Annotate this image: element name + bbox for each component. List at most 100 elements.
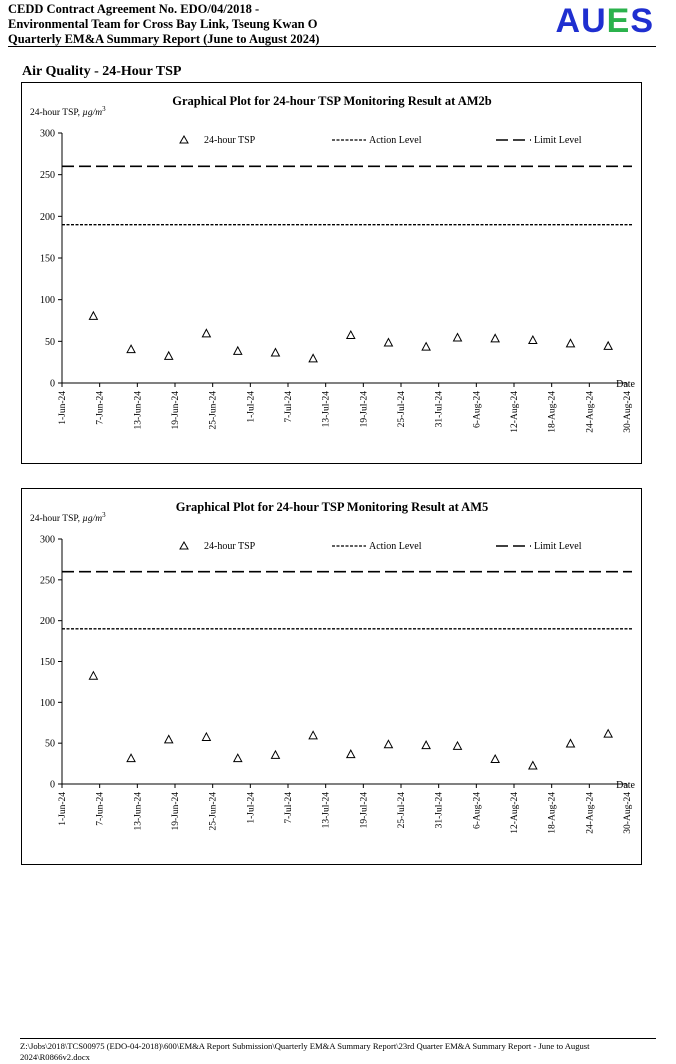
header-rule <box>8 46 656 47</box>
data-point <box>421 740 431 750</box>
y-axis-label: 24-hour TSP, µg/m3 <box>30 511 106 524</box>
x-tick-label: 30-Aug-24 <box>623 391 633 433</box>
x-tick-label: 19-Jul-24 <box>359 391 369 428</box>
data-point <box>603 728 614 738</box>
y-tick-label: 200 <box>40 212 55 223</box>
y-tick-label: 200 <box>40 616 55 627</box>
x-tick-label: 25-Jun-24 <box>209 391 219 430</box>
x-tick-label: 1-Jun-24 <box>58 391 68 425</box>
x-tick-label: 7-Jul-24 <box>284 792 294 824</box>
y-axis-label-sup: 3 <box>102 511 106 519</box>
legend-tsp-marker <box>179 134 189 144</box>
chart-title: Graphical Plot for 24-hour TSP Monitorin… <box>172 94 492 108</box>
legend-tsp-label: 24-hour TSP <box>204 541 256 552</box>
y-axis-label-unit: µg/m <box>82 514 102 524</box>
x-tick-label: 1-Jul-24 <box>246 792 256 824</box>
y-tick-label: 150 <box>40 657 55 668</box>
y-axis-label-sup: 3 <box>102 105 106 113</box>
report-header: CEDD Contract Agreement No. EDO/04/2018 … <box>8 2 668 47</box>
legend-limit-label: Limit Level <box>534 541 582 552</box>
y-tick-label: 300 <box>40 535 55 546</box>
data-point <box>383 337 394 347</box>
x-tick-label: 7-Jun-24 <box>96 792 106 826</box>
x-tick-label: 1-Jun-24 <box>58 792 68 826</box>
data-point <box>490 753 501 763</box>
x-tick-label: 7-Jul-24 <box>284 391 294 423</box>
y-tick-label: 250 <box>40 575 55 586</box>
data-point <box>163 350 174 360</box>
data-point <box>232 345 243 355</box>
x-tick-label: 13-Jul-24 <box>322 792 332 829</box>
data-point <box>126 344 136 354</box>
data-point <box>565 338 576 348</box>
data-point <box>308 730 318 740</box>
data-point <box>201 731 212 741</box>
y-tick-label: 0 <box>50 780 55 791</box>
legend-limit-label: Limit Level <box>534 135 582 146</box>
legend-action-label: Action Level <box>369 135 422 146</box>
x-tick-label: 30-Aug-24 <box>623 792 633 834</box>
x-tick-label: 24-Aug-24 <box>585 792 595 834</box>
data-point <box>126 753 136 763</box>
y-tick-label: 150 <box>40 254 55 265</box>
x-tick-label: 6-Aug-24 <box>472 792 482 829</box>
data-point <box>452 740 463 750</box>
logo-letter-a: A <box>555 2 582 40</box>
y-tick-label: 100 <box>40 295 55 306</box>
header-team-line: Environmental Team for Cross Bay Link, T… <box>8 17 318 31</box>
logo-letter-e: E <box>606 2 631 40</box>
x-tick-label: 7-Jun-24 <box>96 391 106 425</box>
data-point <box>232 753 243 763</box>
chart-am2b: Graphical Plot for 24-hour TSP Monitorin… <box>21 82 642 464</box>
x-tick-label: 19-Jun-24 <box>171 792 181 831</box>
x-tick-label: 13-Jun-24 <box>133 792 143 831</box>
data-point <box>527 334 538 344</box>
y-tick-label: 50 <box>45 739 55 750</box>
x-tick-label: 19-Jun-24 <box>171 391 181 430</box>
data-point <box>383 739 394 749</box>
chart-am5-svg: Graphical Plot for 24-hour TSP Monitorin… <box>30 500 636 834</box>
y-axis-label-main: 24-hour TSP, <box>30 514 82 524</box>
data-point <box>88 670 99 680</box>
y-axis-label: 24-hour TSP, µg/m3 <box>30 105 106 118</box>
y-axis-label-main: 24-hour TSP, <box>30 108 82 118</box>
y-axis-label-unit: µg/m <box>82 108 102 118</box>
y-tick-label: 100 <box>40 698 55 709</box>
logo-letter-u: U <box>581 2 607 40</box>
aues-logo: AUES <box>556 2 655 40</box>
legend-tsp-label: 24-hour TSP <box>204 135 256 146</box>
header-contract-line: CEDD Contract Agreement No. EDO/04/2018 … <box>8 2 260 16</box>
x-tick-label: 19-Jul-24 <box>359 792 369 829</box>
data-point <box>452 332 463 342</box>
x-tick-label: 25-Jul-24 <box>397 391 407 428</box>
x-tick-label: 13-Jul-24 <box>322 391 332 428</box>
x-tick-label: 1-Jul-24 <box>246 391 256 423</box>
footer-rule <box>20 1038 656 1039</box>
y-tick-label: 50 <box>45 337 55 348</box>
data-point <box>603 340 614 350</box>
x-tick-label: 13-Jun-24 <box>133 391 143 430</box>
x-tick-label: 18-Aug-24 <box>548 391 558 433</box>
data-point <box>345 329 356 339</box>
data-point <box>270 347 281 357</box>
x-axis-label: Date <box>616 379 635 390</box>
data-point <box>527 760 538 770</box>
x-tick-label: 25-Jun-24 <box>209 792 219 831</box>
data-point <box>421 341 431 351</box>
x-tick-label: 12-Aug-24 <box>510 792 520 834</box>
logo-letter-s: S <box>630 2 654 40</box>
y-tick-label: 0 <box>50 379 55 390</box>
data-point <box>345 749 356 759</box>
x-tick-label: 25-Jul-24 <box>397 792 407 829</box>
data-point <box>308 353 318 363</box>
header-report-line: Quarterly EM&A Summary Report (June to A… <box>8 32 320 46</box>
data-point <box>201 328 212 338</box>
footer-file-path: Z:\Jobs\2018\TCS00975 (EDO-04-2018)\600\… <box>20 1041 590 1062</box>
x-tick-label: 31-Jul-24 <box>435 792 445 829</box>
x-tick-label: 18-Aug-24 <box>548 792 558 834</box>
x-tick-label: 12-Aug-24 <box>510 391 520 433</box>
x-tick-label: 31-Jul-24 <box>435 391 445 428</box>
chart-am5: Graphical Plot for 24-hour TSP Monitorin… <box>21 488 642 865</box>
x-tick-label: 24-Aug-24 <box>585 391 595 433</box>
data-point <box>490 333 501 343</box>
